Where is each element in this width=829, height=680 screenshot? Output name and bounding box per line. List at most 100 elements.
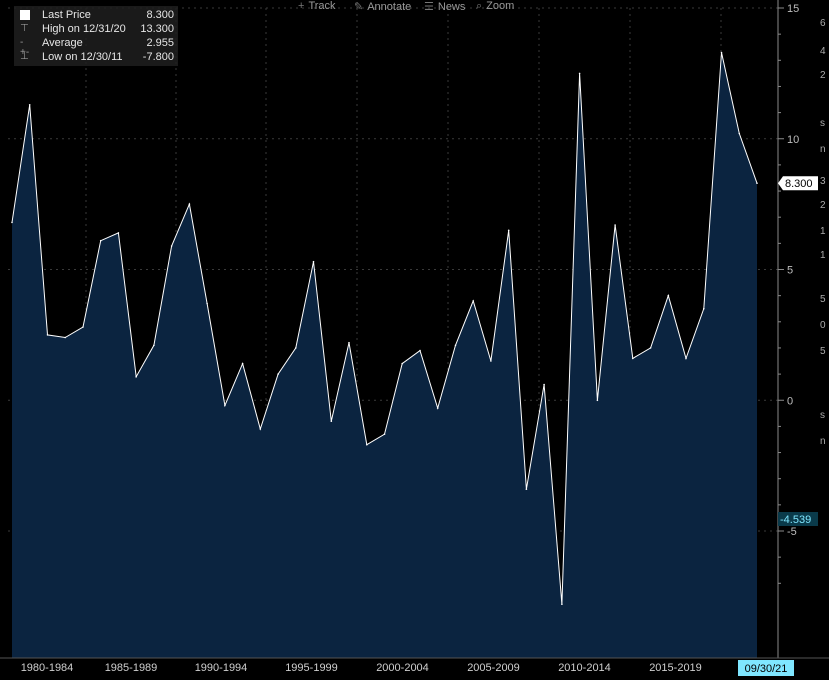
legend-row-low: ⊥ Low on 12/30/11 -7.800: [18, 50, 174, 64]
annotate-button[interactable]: ✎ Annotate: [354, 1, 412, 13]
data-point: [401, 362, 404, 365]
data-point: [596, 399, 599, 402]
edge-cut-char: s: [820, 410, 825, 421]
data-point: [685, 357, 687, 360]
data-point: [490, 360, 492, 362]
data-point: [312, 260, 315, 263]
data-point: [295, 347, 297, 349]
x-tick-label: 1995-1999: [285, 662, 338, 674]
low-marker-badge-bg: [778, 512, 818, 526]
data-point: [277, 373, 279, 375]
data-point: [756, 182, 758, 184]
series-area-fill: [12, 52, 757, 658]
area-series: [11, 51, 758, 658]
edge-cut-char: 0: [820, 320, 826, 331]
data-point: [419, 349, 421, 352]
data-point: [720, 51, 723, 54]
data-point: [454, 344, 457, 347]
x-tick-label: 2005-2009: [467, 662, 520, 674]
last-date-badge: 09/30/21: [738, 660, 794, 676]
legend-low-value: -7.800: [142, 51, 174, 63]
low-marker-badge: -4.539: [778, 512, 818, 526]
data-point: [578, 72, 581, 75]
edge-cut-char: 1: [820, 226, 826, 237]
x-tick-label: 1990-1994: [195, 662, 248, 674]
last-date-badge-bg: [738, 660, 794, 676]
data-point: [614, 224, 616, 226]
legend-row-high: ⊤ High on 12/31/20 13.300: [18, 22, 174, 36]
edge-cut-char: 2: [820, 70, 826, 81]
zoom-button[interactable]: ⌕ Zoom: [476, 0, 515, 12]
data-point: [117, 232, 120, 234]
news-icon: ☰: [424, 1, 434, 13]
x-tick-label: 2000-2004: [376, 662, 429, 674]
white-square-icon: [20, 10, 30, 20]
data-point: [383, 433, 386, 436]
track-button[interactable]: + Track: [298, 0, 336, 12]
data-point: [170, 245, 173, 247]
pencil-icon: ✎: [354, 1, 364, 13]
legend-avg-label: Average: [42, 37, 83, 49]
legend-last-value: 8.300: [146, 9, 174, 21]
y-tick-label: -5: [787, 526, 797, 538]
edge-cut-char: n: [820, 144, 826, 155]
magnifier-icon: ⌕: [476, 0, 483, 12]
last-value-badge: 8.300: [778, 176, 818, 191]
data-point: [330, 420, 333, 423]
data-point: [135, 375, 137, 378]
edge-cut-char: n: [820, 436, 826, 447]
data-point: [507, 229, 510, 232]
average-marker-icon: -+-: [20, 37, 30, 58]
x-tick-label: 1980-1984: [21, 662, 74, 674]
data-point: [436, 407, 439, 409]
data-point: [738, 132, 741, 135]
legend-row-average: -+- Average 2.955: [18, 36, 174, 58]
edge-cut-char: 5: [820, 294, 826, 305]
data-point: [366, 443, 368, 446]
data-point: [561, 603, 563, 605]
legend-box: Last Price 8.300 ⊤ High on 12/31/20 13.3…: [14, 6, 178, 66]
low-marker-badge-text: -4.539: [780, 514, 811, 526]
legend-high-value: 13.300: [140, 23, 174, 35]
x-tick-label: 2015-2019: [649, 662, 702, 674]
edge-cut-char: 4: [820, 46, 826, 57]
data-point: [224, 404, 226, 407]
data-point: [206, 302, 208, 305]
x-tick-label: 2010-2014: [558, 662, 611, 674]
y-tick-label: 5: [787, 265, 793, 277]
data-point: [348, 341, 350, 344]
crosshair-icon: +: [298, 0, 305, 12]
last-value-badge-text: 8.300: [785, 178, 813, 190]
edge-cut-char: 6: [820, 18, 826, 29]
legend-row-last-price[interactable]: Last Price 8.300: [18, 8, 174, 22]
data-point: [11, 221, 13, 224]
last-value-badge-bg: [778, 176, 818, 191]
data-point: [649, 347, 652, 349]
last-date-badge-text: 09/30/21: [745, 663, 788, 675]
data-point: [188, 203, 191, 205]
value-badges: 8.300 -4.539 09/30/21: [738, 176, 818, 676]
x-tick-labels: 1980-1984 1985-1989 1990-1994 1995-1999 2000…: [21, 662, 702, 674]
edge-cut-char: 3: [820, 176, 826, 187]
data-point: [703, 307, 705, 310]
axes: [0, 0, 829, 659]
data-point: [99, 239, 102, 242]
data-point: [632, 357, 634, 360]
data-point: [472, 300, 475, 302]
legend-high-label: High on 12/31/20: [42, 23, 126, 35]
y-tick-labels: 15 10 5 0 -5: [787, 3, 799, 538]
data-point: [525, 488, 528, 491]
data-point: [153, 344, 155, 347]
y-tick-label: 10: [787, 134, 799, 146]
data-point: [82, 326, 84, 328]
y-tick-label: 0: [787, 395, 793, 407]
news-button[interactable]: ☰ News: [424, 1, 466, 13]
data-point: [259, 428, 262, 430]
data-point: [46, 334, 49, 336]
edge-cut-char: 2: [820, 200, 826, 211]
y-tick-label: 15: [787, 3, 799, 15]
low-marker-icon: ⊥: [20, 51, 29, 62]
edge-cut-char: 1: [820, 250, 826, 261]
legend-low-label: Low on 12/30/11: [42, 51, 123, 63]
